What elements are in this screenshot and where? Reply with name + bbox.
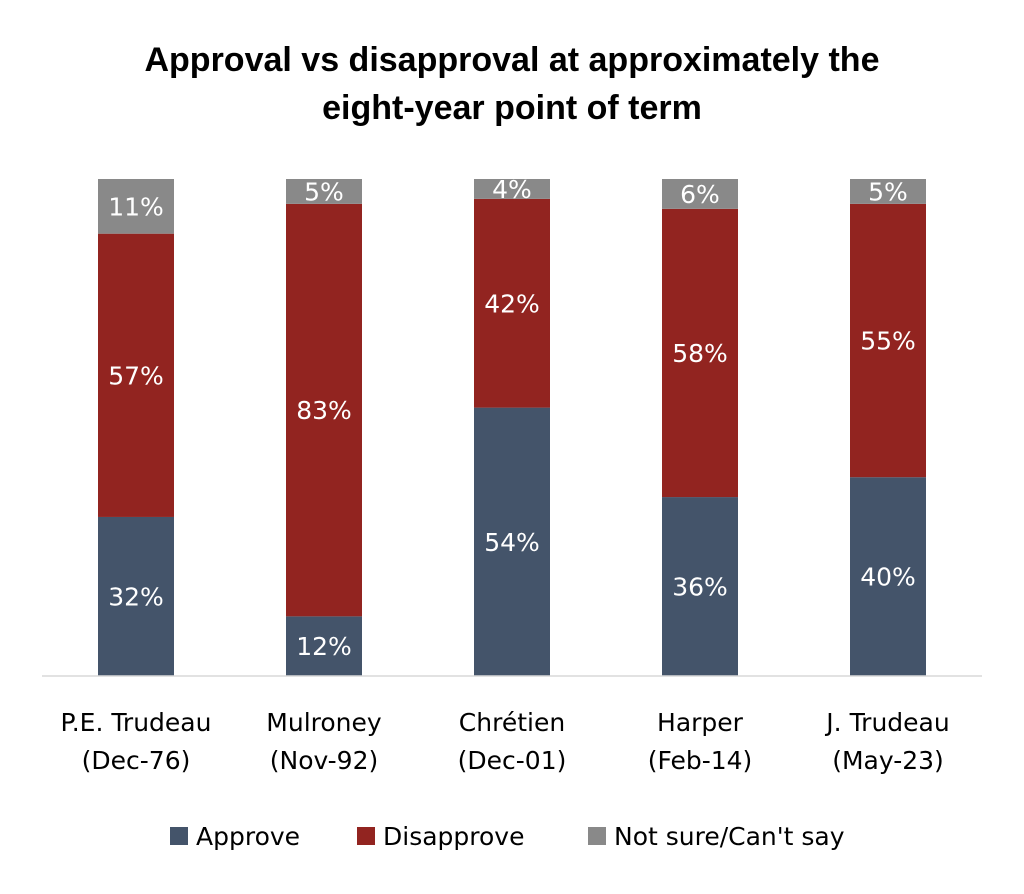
bar-segment-approve-1 (286, 616, 362, 676)
category-label-0-line-1: (Dec-76) (82, 746, 191, 775)
bar-segment-approve-3 (662, 497, 738, 676)
bar-segment-not-sure-can-t-say-1 (286, 179, 362, 204)
data-label-0-4: 40% (860, 563, 916, 592)
data-label-0-1: 12% (296, 632, 352, 661)
data-label-2-4: 5% (868, 177, 908, 206)
data-label-0-0: 32% (108, 582, 164, 611)
category-label-4-line-1: (May-23) (832, 746, 944, 775)
data-label-1-3: 58% (672, 339, 728, 368)
bar-segment-not-sure-can-t-say-4 (850, 179, 926, 204)
legend-swatch-2 (588, 827, 606, 845)
legend-label-1: Disapprove (383, 822, 524, 851)
chart-title: Approval vs disapproval at approximately… (0, 36, 1024, 132)
bar-segment-approve-0 (98, 516, 174, 676)
bar-segment-approve-4 (850, 477, 926, 676)
legend-swatch-1 (357, 827, 375, 845)
category-label-2-line-0: Chrétien (459, 708, 565, 737)
data-label-0-3: 36% (672, 573, 728, 602)
category-label-3-line-0: Harper (657, 708, 744, 737)
data-label-1-1: 83% (296, 396, 352, 425)
data-label-2-1: 5% (304, 177, 344, 206)
data-label-1-4: 55% (860, 327, 916, 356)
legend-label-2: Not sure/Can't say (614, 822, 845, 851)
bar-segment-not-sure-can-t-say-3 (662, 179, 738, 209)
bar-segment-disapprove-2 (474, 198, 550, 408)
data-label-2-3: 6% (680, 180, 720, 209)
bar-segment-not-sure-can-t-say-0 (98, 179, 174, 234)
data-label-1-0: 57% (108, 361, 164, 390)
data-label-2-0: 11% (108, 192, 164, 221)
category-label-1-line-1: (Nov-92) (270, 746, 378, 775)
data-label-2-2: 4% (492, 175, 532, 204)
chart-title-line-2: eight-year point of term (322, 89, 702, 127)
bar-segment-disapprove-1 (286, 203, 362, 617)
data-label-0-2: 54% (484, 528, 540, 557)
category-label-2-line-1: (Dec-01) (458, 746, 567, 775)
category-label-3-line-1: (Feb-14) (648, 746, 753, 775)
bar-segment-approve-2 (474, 407, 550, 676)
category-label-1-line-0: Mulroney (266, 708, 382, 737)
legend-swatch-0 (170, 827, 188, 845)
bar-segment-disapprove-4 (850, 203, 926, 478)
category-label-4-line-0: J. Trudeau (824, 708, 949, 737)
category-label-0-line-0: P.E. Trudeau (61, 708, 212, 737)
bar-segment-disapprove-3 (662, 208, 738, 498)
data-label-1-2: 42% (484, 289, 540, 318)
legend-label-0: Approve (196, 822, 300, 851)
chart-title-line-1: Approval vs disapproval at approximately… (144, 41, 880, 79)
bar-segment-disapprove-0 (98, 233, 174, 517)
bar-segment-not-sure-can-t-say-2 (474, 179, 550, 199)
